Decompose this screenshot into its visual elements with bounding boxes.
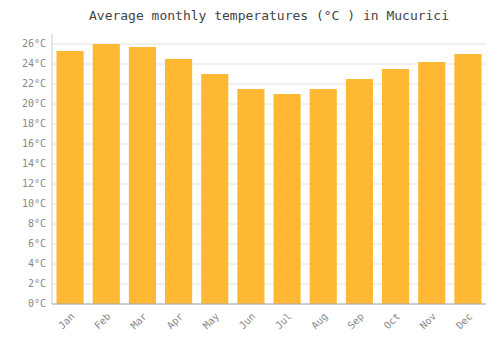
bar <box>274 94 301 304</box>
y-tick-label: 4°C <box>28 258 46 269</box>
x-tick-label: Feb <box>92 311 113 332</box>
x-tick-label: Dec <box>454 311 475 332</box>
x-tick-label: Aug <box>309 311 330 332</box>
x-axis-line <box>52 304 486 305</box>
y-tick-label: 8°C <box>28 218 46 229</box>
y-tick-label: 14°C <box>22 158 46 169</box>
y-tick-label: 18°C <box>22 118 46 129</box>
x-tick-label: Apr <box>165 311 186 332</box>
y-tick-label: 12°C <box>22 178 46 189</box>
y-tick-label: 0°C <box>28 298 46 309</box>
bar <box>382 69 409 304</box>
x-tick-label: Oct <box>382 311 403 332</box>
x-tick-label: Jan <box>56 311 77 332</box>
x-tick-label: Jun <box>237 311 258 332</box>
bar <box>346 79 373 304</box>
bar <box>165 59 192 304</box>
y-tick-label: 2°C <box>28 278 46 289</box>
x-tick-label: May <box>201 311 222 332</box>
x-tick-label: Jul <box>273 311 294 332</box>
bars <box>57 44 482 304</box>
y-tick-label: 16°C <box>22 138 46 149</box>
bar <box>454 54 481 304</box>
bar <box>418 62 445 304</box>
y-tick-label: 20°C <box>22 98 46 109</box>
chart-container: Average monthly temperatures (°C ) in Mu… <box>0 0 500 350</box>
y-tick-label: 22°C <box>22 78 46 89</box>
chart-svg: Average monthly temperatures (°C ) in Mu… <box>0 0 500 350</box>
bar <box>129 47 156 304</box>
bar <box>310 89 337 304</box>
grid-line <box>52 304 486 305</box>
bar <box>57 51 84 304</box>
bar <box>93 44 120 304</box>
y-tick-label: 10°C <box>22 198 46 209</box>
y-tick-label: 24°C <box>22 58 46 69</box>
y-tick-label: 6°C <box>28 238 46 249</box>
y-axis-line <box>52 34 53 304</box>
grid <box>52 44 486 304</box>
x-tick-label: Sep <box>345 311 366 332</box>
bar <box>201 74 228 304</box>
bar <box>237 89 264 304</box>
x-tick-label: Mar <box>128 311 149 332</box>
y-tick-label: 26°C <box>22 38 46 49</box>
x-tick-label: Nov <box>418 311 439 332</box>
title: Average monthly temperatures (°C ) in Mu… <box>89 8 449 23</box>
